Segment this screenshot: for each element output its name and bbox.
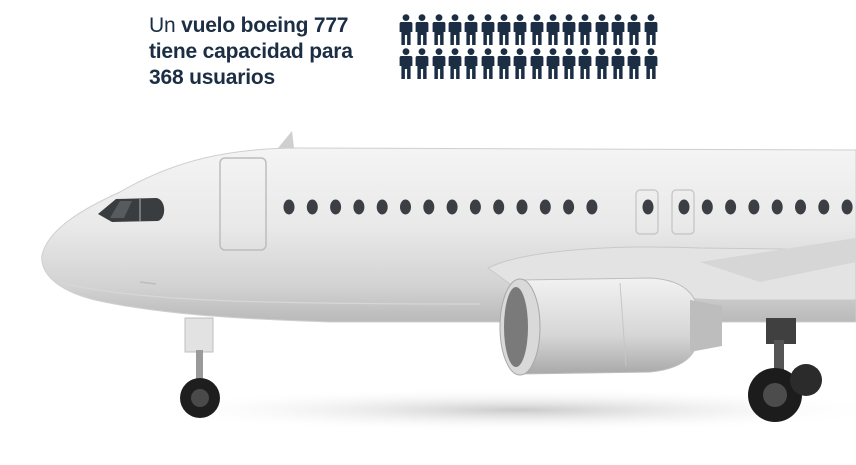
cabin-window bbox=[795, 199, 806, 215]
person-icon bbox=[594, 14, 610, 46]
cabin-window bbox=[423, 199, 435, 215]
ground-shadow bbox=[140, 388, 856, 432]
cabin-window bbox=[516, 199, 528, 215]
cabin-window bbox=[725, 199, 737, 215]
person-icon bbox=[545, 48, 561, 80]
person-icon bbox=[431, 48, 447, 80]
person-icon bbox=[414, 48, 430, 80]
nose-landing-gear bbox=[180, 317, 220, 418]
person-icon bbox=[610, 48, 626, 80]
cabin-window bbox=[493, 199, 505, 215]
cabin-window bbox=[701, 199, 713, 215]
people-row bbox=[398, 14, 660, 48]
person-icon bbox=[463, 48, 479, 80]
person-icon bbox=[463, 14, 479, 46]
cabin-window bbox=[330, 199, 342, 215]
cabin-window bbox=[400, 199, 411, 215]
person-icon bbox=[496, 14, 512, 46]
cabin-window bbox=[586, 199, 598, 215]
cabin-window bbox=[678, 199, 690, 215]
engine bbox=[499, 277, 722, 376]
person-icon bbox=[642, 48, 658, 80]
front-door bbox=[219, 157, 267, 251]
cabin-window bbox=[283, 199, 295, 215]
person-icon bbox=[642, 14, 658, 46]
headline-bold-3: 368 usuarios bbox=[149, 66, 275, 89]
headline-bold-1: vuelo boeing 777 bbox=[181, 14, 349, 37]
person-icon bbox=[398, 48, 414, 80]
person-icon bbox=[594, 48, 610, 80]
cabin-windows bbox=[283, 199, 853, 215]
cabin-window bbox=[563, 199, 575, 215]
cabin-window bbox=[841, 199, 853, 215]
person-icon bbox=[447, 48, 463, 80]
people-row bbox=[398, 48, 660, 82]
person-icon bbox=[528, 48, 544, 80]
antenna bbox=[278, 131, 294, 148]
cabin-window bbox=[818, 199, 830, 215]
headline-bold-2: tiene capacidad para bbox=[149, 40, 353, 63]
person-icon bbox=[398, 14, 414, 46]
cabin-window bbox=[771, 199, 783, 215]
person-icon bbox=[561, 48, 577, 80]
cabin-window bbox=[642, 199, 654, 215]
cabin-window bbox=[539, 199, 551, 215]
person-icon bbox=[610, 14, 626, 46]
cabin-window bbox=[306, 199, 318, 215]
person-icon bbox=[496, 48, 512, 80]
cabin-window bbox=[353, 199, 365, 215]
cabin-window bbox=[469, 199, 481, 215]
cabin-window bbox=[748, 199, 760, 215]
person-icon bbox=[528, 14, 544, 46]
person-icon bbox=[545, 14, 561, 46]
people-icon-grid bbox=[398, 14, 660, 82]
person-icon bbox=[577, 14, 593, 46]
person-icon bbox=[414, 14, 430, 46]
person-icon bbox=[577, 48, 593, 80]
person-icon bbox=[626, 48, 642, 80]
person-icon bbox=[447, 14, 463, 46]
person-icon bbox=[512, 14, 528, 46]
person-icon bbox=[431, 14, 447, 46]
person-icon bbox=[626, 14, 642, 46]
cabin-window bbox=[446, 199, 458, 215]
headline-prefix: Un bbox=[149, 14, 182, 37]
person-icon bbox=[479, 48, 495, 80]
main-landing-gear bbox=[748, 318, 822, 422]
cabin-window bbox=[376, 199, 388, 215]
person-icon bbox=[561, 14, 577, 46]
person-icon bbox=[512, 48, 528, 80]
person-icon bbox=[479, 14, 495, 46]
headline: Un vuelo boeing 777 tiene capacidad para… bbox=[149, 13, 389, 91]
